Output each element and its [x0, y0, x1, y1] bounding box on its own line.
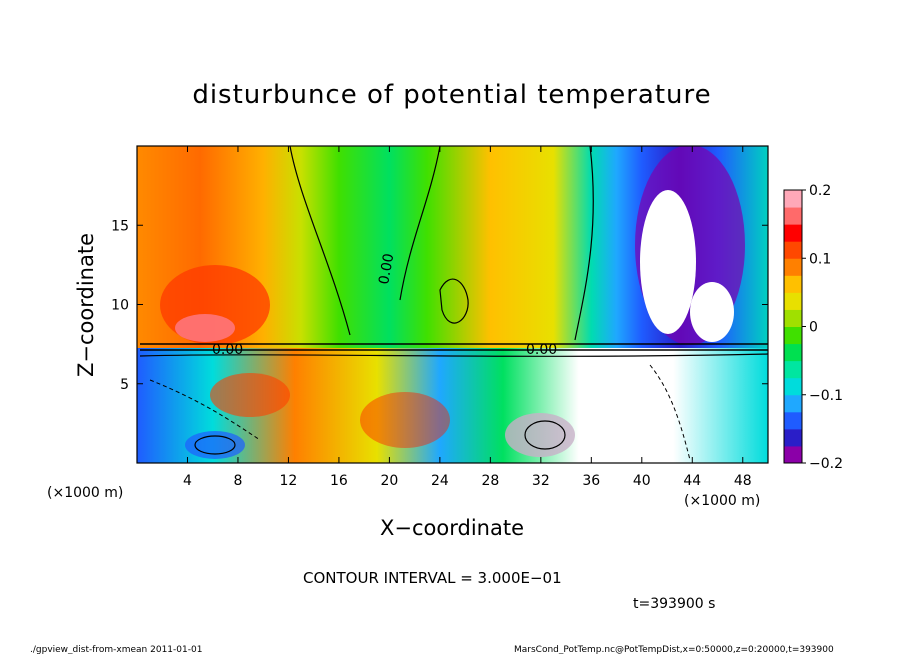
footer-right: MarsCond_PotTemp.nc@PotTempDist,x=0:5000… — [514, 645, 834, 654]
colorbar-swatch — [784, 377, 802, 396]
contour-label: 0.00 — [376, 252, 397, 285]
contour-line-dashed — [649, 364, 691, 461]
colorbar-tick-label: −0.2 — [809, 456, 843, 472]
contour-line-dashed — [149, 379, 261, 441]
x-tick-label: 40 — [633, 473, 651, 489]
x-tick-label: 32 — [532, 473, 550, 489]
x-tick-label: 20 — [380, 473, 398, 489]
colorbar-tick-label: −0.1 — [809, 388, 843, 404]
plot-area — [137, 146, 768, 463]
lower-blob-1 — [210, 373, 290, 417]
colorbar-swatch — [784, 258, 802, 276]
y-axis: 5 10 15 — [111, 218, 768, 393]
y-axis-units: (×1000 m) — [47, 485, 123, 501]
contour-label: 0.00 — [526, 342, 557, 358]
colorbar-swatch — [784, 224, 802, 242]
contour-ring — [194, 435, 236, 455]
colorbar-swatch — [784, 207, 802, 225]
contour-labels: 0.00 0.00 0.00 — [212, 252, 557, 358]
y-tick-label: 10 — [111, 298, 129, 314]
x-tick-label: 48 — [734, 473, 752, 489]
cold-core-white-2 — [690, 282, 734, 342]
x-tick-label: 8 — [233, 473, 242, 489]
contour-line — [439, 278, 469, 324]
x-tick-label: 24 — [431, 473, 449, 489]
warm-core-left-peak — [175, 314, 235, 342]
time-label: t=393900 s — [633, 596, 715, 612]
colorbar-swatch — [784, 428, 802, 447]
y-tick-label: 5 — [120, 377, 129, 393]
x-tick-label: 4 — [183, 473, 192, 489]
y-tick-label: 15 — [111, 218, 129, 234]
x-axis-units: (×1000 m) — [684, 493, 760, 509]
footer-left: ./gpview_dist-from-xmean 2011-01-01 — [30, 645, 202, 654]
contour-line — [574, 146, 594, 341]
colorbar-swatch — [784, 275, 802, 293]
x-tick-label: 16 — [330, 473, 348, 489]
colorbar-swatch — [784, 326, 802, 345]
colorbar-swatch — [784, 241, 802, 259]
colorbar-swatch — [784, 343, 802, 362]
x-axis: 4 8 12 16 20 24 28 32 36 40 44 48 — [183, 146, 752, 489]
contour-line — [399, 146, 441, 301]
colorbar-swatch — [784, 445, 802, 464]
colorbar-swatch — [784, 292, 802, 310]
colorbar-swatch — [784, 394, 802, 413]
x-tick-label: 36 — [582, 473, 600, 489]
cold-core-white — [640, 190, 696, 334]
y-axis-title: Z−coordinate — [74, 233, 98, 377]
colorbar-tick-label: 0.2 — [809, 183, 831, 199]
colorbar — [783, 189, 803, 464]
colorbar-swatch — [784, 411, 802, 430]
chart-title: disturbunce of potential temperature — [192, 80, 711, 110]
contour-ring — [524, 420, 566, 450]
contour-line — [139, 353, 768, 357]
colorbar-swatch — [784, 190, 802, 208]
contour-interval-label: CONTOUR INTERVAL = 3.000E−01 — [303, 569, 562, 587]
x-tick-label: 12 — [280, 473, 298, 489]
colorbar-swatch — [784, 309, 802, 327]
colorbar-tick-label: 0 — [809, 320, 818, 336]
colorbar-swatch — [784, 360, 802, 379]
contour-label: 0.00 — [212, 342, 243, 358]
x-tick-label: 28 — [481, 473, 499, 489]
lower-blob-2 — [360, 392, 450, 448]
lower-blob-4 — [185, 431, 245, 459]
x-tick-label: 44 — [683, 473, 701, 489]
contour-line — [289, 146, 351, 336]
colorbar-tick-label: 0.1 — [809, 251, 831, 267]
colorbar-ticks: 0.2 0.1 0 −0.1 −0.2 — [802, 183, 843, 472]
x-axis-title: X−coordinate — [380, 516, 524, 540]
